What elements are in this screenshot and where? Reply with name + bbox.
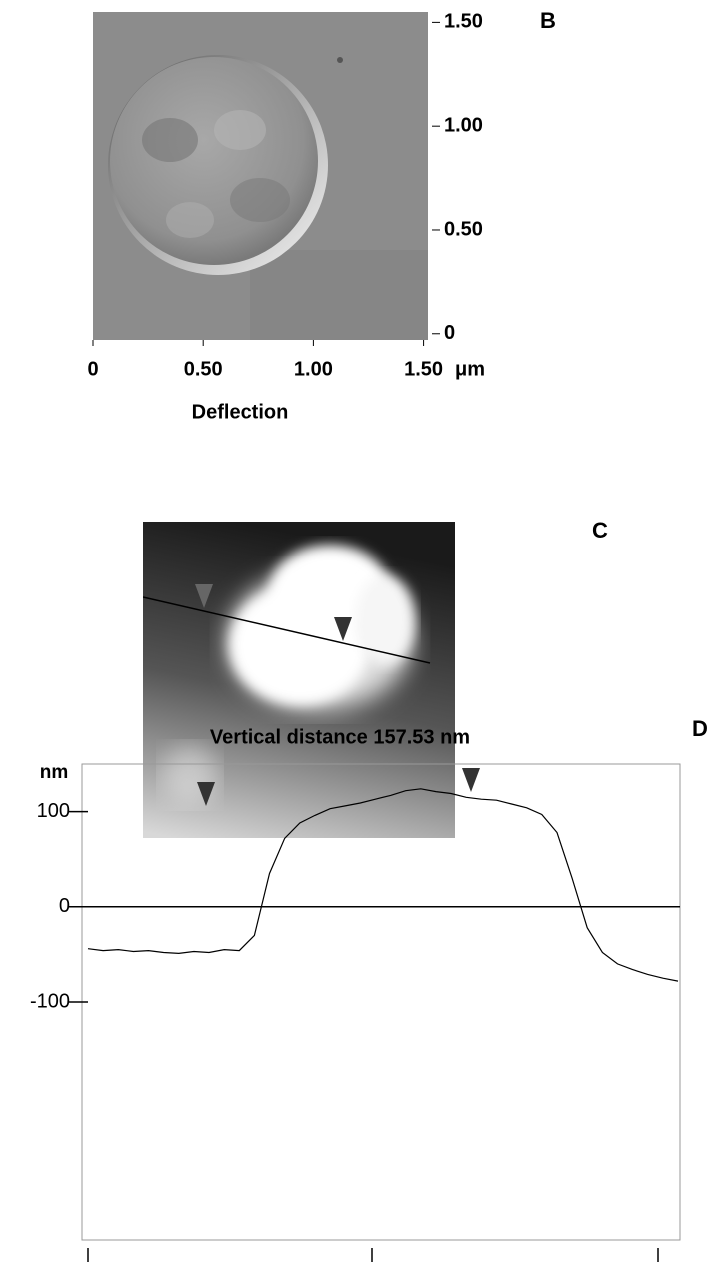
panel-label: C bbox=[592, 518, 608, 543]
deflection-image bbox=[93, 12, 428, 340]
x-tick-label: 0 bbox=[87, 358, 98, 380]
panel-label: B bbox=[540, 8, 556, 33]
chart-title: Vertical distance 157.53 nm bbox=[210, 726, 470, 748]
y-axis-label: nm bbox=[40, 762, 69, 783]
y-tick-label: 0 bbox=[444, 322, 455, 344]
y-tick-label: 0.50 bbox=[444, 218, 483, 240]
x-tick-label: 0.50 bbox=[184, 358, 223, 380]
marker bbox=[197, 782, 215, 806]
y-tick-label: 100 bbox=[37, 800, 70, 822]
height-image bbox=[143, 522, 455, 838]
y-tick-label: 0 bbox=[59, 895, 70, 917]
y-tick-label: 1.50 bbox=[444, 11, 483, 33]
x-tick-marks bbox=[87, 1248, 659, 1262]
panel-label: D bbox=[692, 716, 708, 741]
marker bbox=[462, 768, 480, 792]
x-axis-label: Deflection bbox=[192, 401, 289, 423]
x-unit: μm bbox=[455, 358, 485, 380]
y-tick-label: 1.00 bbox=[444, 114, 483, 136]
x-tick-label: 1.00 bbox=[294, 358, 333, 380]
profile-line bbox=[87, 788, 679, 982]
x-tick-label: 1.50 bbox=[404, 358, 443, 380]
y-tick-label: -100 bbox=[30, 990, 70, 1012]
